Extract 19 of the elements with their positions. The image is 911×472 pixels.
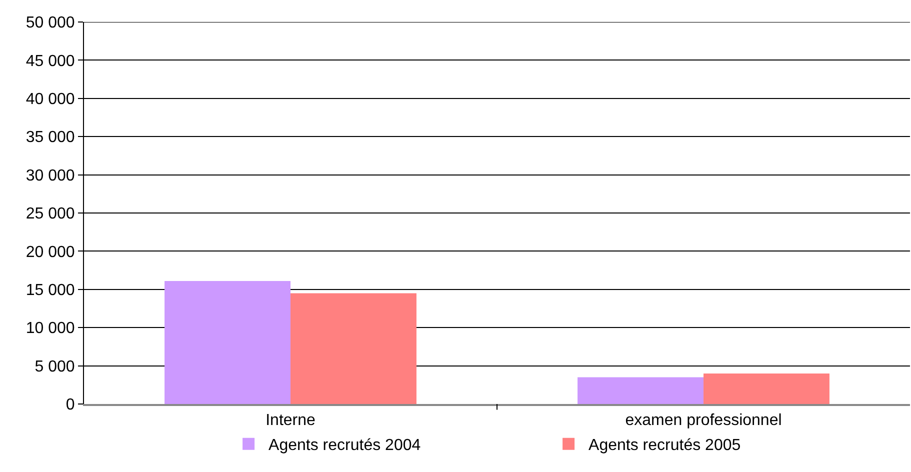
y-tick-label: 45 000 bbox=[26, 52, 75, 70]
x-tick-label: examen professionnel bbox=[625, 412, 782, 429]
y-tick-label: 50 000 bbox=[26, 14, 75, 32]
y-tick-label: 15 000 bbox=[26, 282, 75, 299]
bar bbox=[290, 293, 416, 404]
bar bbox=[164, 281, 290, 404]
y-tick-label: 0 bbox=[66, 396, 75, 414]
y-tick-label: 20 000 bbox=[26, 244, 75, 261]
y-tick-label: 35 000 bbox=[26, 129, 75, 146]
bar bbox=[578, 377, 704, 404]
y-tick-label: 25 000 bbox=[26, 206, 75, 223]
y-tick-label: 30 000 bbox=[26, 167, 75, 184]
x-tick-label: Interne bbox=[266, 412, 316, 429]
y-tick-label: 40 000 bbox=[26, 91, 75, 108]
legend-label: Agents recrutés 2005 bbox=[588, 437, 741, 454]
bar bbox=[704, 373, 830, 404]
y-tick-label: 5 000 bbox=[34, 358, 75, 376]
legend-label: Agents recrutés 2004 bbox=[268, 437, 421, 454]
y-tick-label: 10 000 bbox=[26, 320, 75, 338]
